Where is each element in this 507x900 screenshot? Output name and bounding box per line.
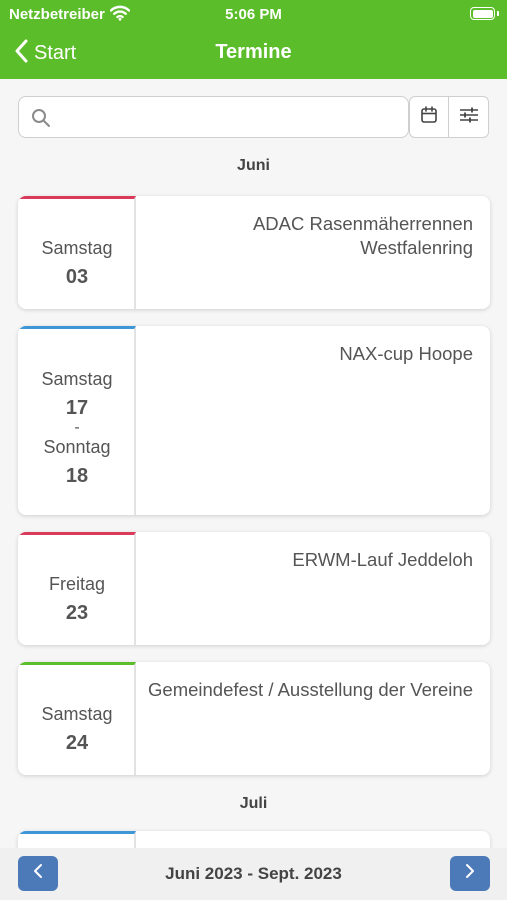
month-header: Juli xyxy=(239,795,268,812)
event-title: ERWM-Lauf Jeddeloh xyxy=(292,549,473,570)
event-weekday: Samstag xyxy=(41,238,113,258)
battery-icon xyxy=(470,7,499,20)
event-weekday: Samstag xyxy=(41,369,113,389)
event-date-column xyxy=(18,326,136,515)
event-date: Samstag 17 - Sonntag 18 xyxy=(18,368,136,488)
carrier-label: Netzbetreiber xyxy=(9,6,105,23)
event-day: 03 xyxy=(65,266,89,288)
date-range-footer: Juni 2023 - Sept. 2023 xyxy=(0,848,507,900)
calendar-button[interactable] xyxy=(409,96,449,138)
event-day: 17 xyxy=(65,397,89,419)
chevron-right-icon xyxy=(465,863,475,884)
event-title: NAX-cup Hoope xyxy=(339,343,473,364)
chevron-left-icon xyxy=(14,39,28,68)
next-range-button[interactable] xyxy=(450,856,490,891)
date-range-label: Juni 2023 - Sept. 2023 xyxy=(165,864,342,883)
nav-bar: Start Termine xyxy=(0,28,507,79)
chevron-left-icon xyxy=(33,863,43,884)
status-bar: Netzbetreiber 5:06 PM xyxy=(0,0,507,28)
wifi-icon xyxy=(109,5,131,25)
event-date-column xyxy=(18,532,136,645)
event-title: ADAC Rasenmäherrennen Westfalenring xyxy=(252,213,473,258)
event-day: 24 xyxy=(65,732,89,754)
search-icon xyxy=(31,108,51,133)
event-date-column xyxy=(18,662,136,775)
event-card[interactable]: Samstag 03 ADAC Rasenmäherrennen Westfal… xyxy=(18,196,490,309)
page-title: Termine xyxy=(215,41,292,63)
event-card[interactable]: Freitag 23 ERWM-Lauf Jeddeloh xyxy=(18,532,490,645)
previous-range-button[interactable] xyxy=(18,856,58,891)
event-title: Gemeindefest / Ausstellung der Vereine xyxy=(148,679,473,700)
calendar-icon xyxy=(420,105,438,129)
filter-button[interactable] xyxy=(449,96,489,138)
search-box[interactable] xyxy=(18,96,409,138)
search-toolbar xyxy=(18,96,490,138)
search-input[interactable] xyxy=(59,97,399,137)
clock: 5:06 PM xyxy=(225,6,282,23)
event-date: Samstag 03 xyxy=(18,237,136,289)
event-date-column xyxy=(18,196,136,309)
month-header: Juni xyxy=(237,157,270,174)
event-weekday: Samstag xyxy=(41,704,113,724)
event-date: Samstag 24 xyxy=(18,703,136,755)
date-range-separator: - xyxy=(74,419,80,436)
event-card[interactable]: Samstag 17 - Sonntag 18 NAX-cup Hoope xyxy=(18,326,490,515)
event-weekday: Freitag xyxy=(48,574,106,594)
back-button-label: Start xyxy=(34,41,77,64)
event-end-day: 18 xyxy=(65,465,89,487)
back-button[interactable]: Start xyxy=(14,39,77,68)
event-card[interactable]: Samstag 24 Gemeindefest / Ausstellung de… xyxy=(18,662,490,775)
event-end-weekday: Sonntag xyxy=(43,437,111,457)
event-day: 23 xyxy=(65,602,89,624)
event-date: Freitag 23 xyxy=(18,573,136,625)
sliders-icon xyxy=(459,106,479,129)
